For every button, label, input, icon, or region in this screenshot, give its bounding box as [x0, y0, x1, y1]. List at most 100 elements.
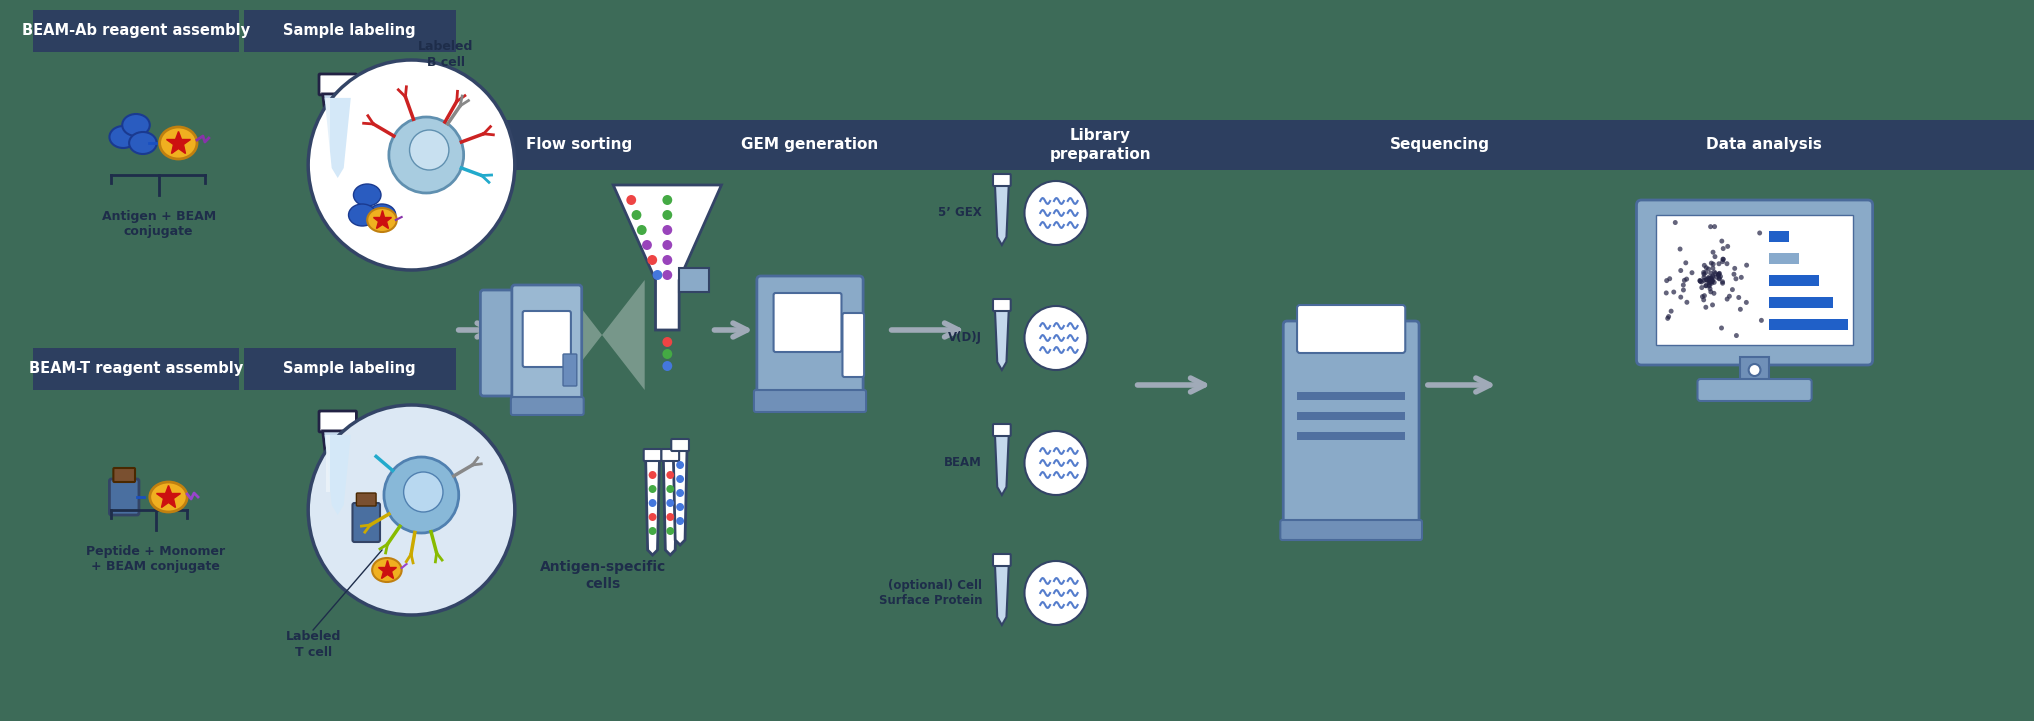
Circle shape: [663, 225, 673, 235]
Ellipse shape: [159, 127, 197, 159]
Circle shape: [667, 527, 673, 535]
FancyBboxPatch shape: [352, 503, 380, 542]
Circle shape: [1698, 278, 1702, 283]
Circle shape: [649, 499, 657, 507]
Circle shape: [649, 471, 657, 479]
Circle shape: [1731, 272, 1737, 277]
Circle shape: [1707, 278, 1713, 283]
Polygon shape: [673, 450, 687, 545]
Circle shape: [1702, 272, 1707, 277]
Text: BEAM: BEAM: [944, 456, 982, 469]
Circle shape: [1707, 278, 1713, 283]
Circle shape: [1721, 259, 1725, 264]
Circle shape: [1025, 181, 1088, 245]
Circle shape: [1707, 283, 1713, 288]
Circle shape: [1704, 283, 1709, 288]
Circle shape: [1709, 270, 1713, 275]
Circle shape: [1707, 275, 1711, 280]
Circle shape: [1709, 280, 1715, 286]
FancyBboxPatch shape: [1656, 215, 1853, 345]
Circle shape: [1717, 276, 1721, 281]
FancyBboxPatch shape: [757, 276, 862, 399]
Circle shape: [1713, 271, 1719, 276]
FancyBboxPatch shape: [842, 313, 864, 377]
Circle shape: [1717, 271, 1721, 276]
FancyBboxPatch shape: [563, 354, 578, 386]
Circle shape: [403, 472, 443, 512]
FancyBboxPatch shape: [1739, 357, 1770, 385]
Circle shape: [1731, 287, 1735, 292]
Circle shape: [1025, 561, 1088, 625]
Polygon shape: [325, 435, 350, 515]
Circle shape: [1711, 262, 1715, 267]
Circle shape: [1690, 270, 1694, 275]
FancyBboxPatch shape: [1279, 520, 1422, 540]
Circle shape: [1707, 280, 1713, 286]
FancyBboxPatch shape: [773, 293, 842, 352]
Text: Sample labeling: Sample labeling: [283, 361, 415, 376]
Text: BEAM-Ab reagent assembly: BEAM-Ab reagent assembly: [22, 24, 250, 38]
Circle shape: [647, 255, 657, 265]
Text: (optional) Cell
Surface Protein: (optional) Cell Surface Protein: [879, 579, 982, 607]
FancyBboxPatch shape: [679, 268, 708, 292]
Ellipse shape: [110, 126, 136, 148]
Circle shape: [675, 489, 683, 497]
Circle shape: [1702, 283, 1709, 288]
Circle shape: [1664, 291, 1668, 296]
Circle shape: [1715, 275, 1719, 280]
Circle shape: [1721, 279, 1725, 284]
Circle shape: [1711, 278, 1715, 283]
Circle shape: [1709, 275, 1713, 280]
FancyBboxPatch shape: [456, 120, 2034, 170]
Polygon shape: [352, 89, 411, 185]
Circle shape: [1749, 364, 1761, 376]
Circle shape: [663, 255, 673, 265]
Circle shape: [1709, 260, 1715, 265]
FancyBboxPatch shape: [513, 285, 582, 406]
Circle shape: [1702, 293, 1707, 298]
Circle shape: [1702, 263, 1707, 268]
Circle shape: [1733, 333, 1739, 338]
Circle shape: [1680, 288, 1686, 293]
Circle shape: [1709, 278, 1715, 283]
Circle shape: [1721, 257, 1725, 262]
Circle shape: [1711, 278, 1715, 283]
Circle shape: [1704, 265, 1709, 270]
Circle shape: [663, 240, 673, 250]
FancyBboxPatch shape: [1698, 379, 1812, 401]
Circle shape: [675, 475, 683, 483]
Circle shape: [1682, 278, 1686, 283]
Ellipse shape: [151, 482, 187, 512]
Circle shape: [1727, 293, 1731, 298]
Circle shape: [1719, 274, 1723, 279]
Polygon shape: [323, 431, 352, 517]
Text: Labeled
T cell: Labeled T cell: [285, 630, 342, 659]
Circle shape: [1711, 302, 1715, 307]
Circle shape: [1725, 261, 1729, 266]
Circle shape: [1709, 278, 1713, 283]
Text: Antigen-specific
cells: Antigen-specific cells: [541, 560, 667, 591]
FancyBboxPatch shape: [993, 424, 1011, 436]
Circle shape: [1707, 277, 1713, 282]
Circle shape: [1711, 249, 1715, 255]
Circle shape: [1709, 289, 1713, 294]
FancyBboxPatch shape: [661, 449, 679, 461]
Circle shape: [1721, 246, 1725, 251]
Circle shape: [1733, 266, 1737, 271]
FancyBboxPatch shape: [1770, 275, 1818, 286]
Circle shape: [667, 471, 673, 479]
Circle shape: [309, 405, 515, 615]
Circle shape: [1025, 306, 1088, 370]
Circle shape: [1743, 262, 1749, 267]
Polygon shape: [612, 185, 722, 330]
Circle shape: [663, 349, 673, 359]
Circle shape: [667, 485, 673, 493]
Circle shape: [663, 337, 673, 347]
FancyBboxPatch shape: [114, 468, 134, 482]
Circle shape: [1717, 273, 1721, 278]
Circle shape: [1025, 431, 1088, 495]
Circle shape: [1702, 305, 1709, 310]
Polygon shape: [325, 435, 330, 492]
FancyBboxPatch shape: [319, 74, 356, 95]
Text: V(D)J: V(D)J: [948, 332, 982, 345]
